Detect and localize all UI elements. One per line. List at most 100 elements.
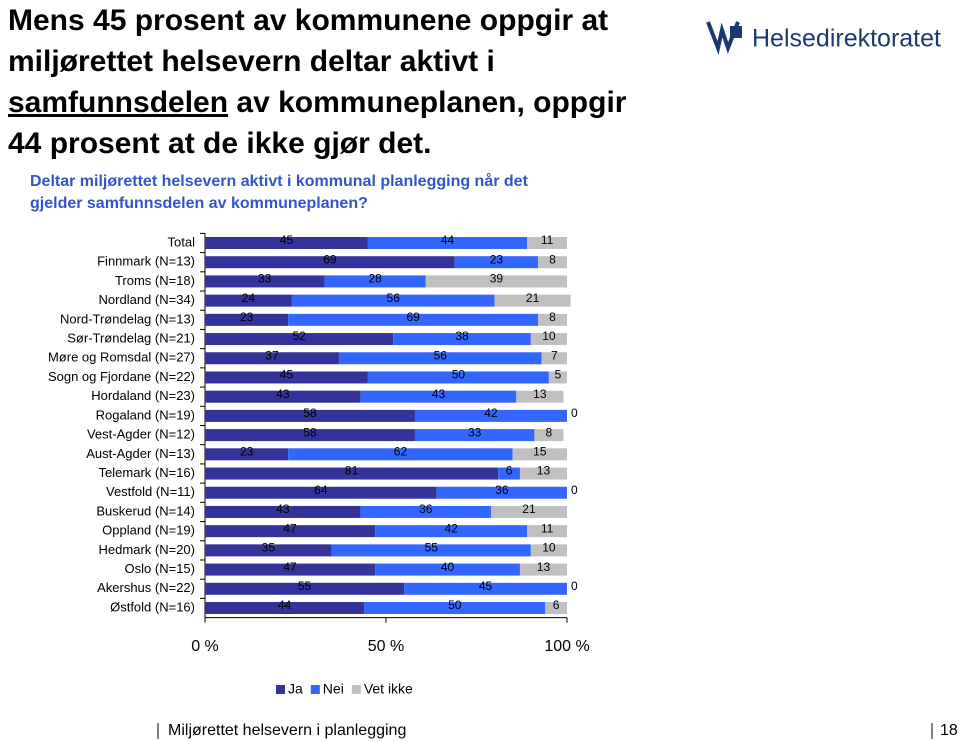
data-label: 23	[490, 252, 504, 266]
data-label: 58	[303, 425, 317, 439]
y-tick-label: Sør-Trøndelag (N=21)	[67, 330, 195, 345]
data-label: 13	[533, 387, 547, 401]
data-label: 13	[537, 464, 551, 478]
data-label: 47	[283, 521, 297, 535]
bar-segment	[393, 333, 531, 346]
data-label: 45	[280, 368, 294, 382]
bar-segment	[404, 582, 567, 595]
logo-text: Helsedirektoratet	[752, 25, 941, 53]
data-label: 62	[394, 444, 408, 458]
bar-segment	[375, 563, 520, 576]
title-line: 44 prosent at de ikke gjør det.	[8, 127, 432, 160]
data-label: 64	[314, 483, 328, 497]
y-tick-label: Hordaland (N=23)	[91, 388, 195, 403]
bar-segment	[367, 371, 549, 384]
bar-segment	[548, 371, 567, 384]
y-tick-label: Buskerud (N=14)	[96, 503, 195, 518]
data-label: 58	[303, 406, 317, 420]
data-label: 13	[537, 560, 551, 574]
bar-segment	[436, 486, 567, 499]
bar-segment	[338, 352, 542, 365]
bar-segment	[205, 448, 289, 461]
y-tick-label: Hedmark (N=20)	[99, 542, 195, 557]
data-label: 6	[553, 598, 560, 612]
data-label: 42	[484, 406, 498, 420]
data-label: 37	[265, 348, 279, 362]
bar-segment	[527, 525, 567, 538]
data-label: 69	[323, 252, 337, 266]
bar-segment	[512, 448, 567, 461]
bar-segment	[205, 352, 339, 365]
y-tick-label: Sogn og Fjordane (N=22)	[48, 369, 195, 384]
legend-label: Nei	[323, 681, 344, 697]
data-label: 23	[240, 310, 254, 324]
data-label: 52	[292, 329, 306, 343]
y-tick-label: Aust-Agder (N=13)	[86, 446, 195, 461]
bar-segment	[331, 544, 531, 557]
data-label: 43	[432, 387, 446, 401]
bar-segment	[530, 544, 567, 557]
bar-segment	[205, 237, 368, 249]
y-tick-label: Telemark (N=16)	[99, 465, 195, 480]
y-tick-label: Rogaland (N=19)	[96, 407, 195, 422]
data-label: 50	[452, 368, 466, 382]
bar-segment	[205, 602, 365, 614]
data-label: 0	[571, 579, 578, 593]
bar-segment	[414, 409, 567, 422]
logo-icon	[706, 21, 742, 55]
data-label: 24	[242, 291, 256, 305]
page-number: 18	[940, 722, 958, 739]
x-tick-label: 0 %	[191, 638, 219, 655]
data-label: 43	[276, 387, 290, 401]
footer-text: Miljørettet helsevern i planlegging	[168, 722, 406, 739]
legend-swatch	[310, 685, 320, 694]
title-line: miljørettet helsevern deltar aktivt i	[8, 45, 495, 78]
chart-subtitle: Deltar miljørettet helsevern aktivt i ko…	[30, 173, 528, 212]
y-tick-label: Oslo (N=15)	[125, 561, 195, 576]
data-label: 0	[571, 406, 578, 420]
bar-segment	[490, 505, 567, 518]
data-label: 23	[240, 444, 254, 458]
data-label: 11	[541, 233, 554, 247]
bar-segment	[516, 390, 564, 403]
bar-segment	[324, 275, 426, 288]
bar-segment	[425, 275, 567, 288]
data-label: 33	[468, 425, 482, 439]
data-label: 38	[455, 329, 469, 343]
bar-segment	[375, 525, 528, 538]
data-label: 35	[262, 541, 276, 555]
bar-segment	[288, 313, 539, 326]
bar-segment	[205, 563, 376, 576]
data-label: 7	[551, 348, 558, 362]
data-label: 47	[283, 560, 297, 574]
data-label: 8	[549, 252, 556, 266]
bar-segment	[205, 390, 361, 403]
bar-segment	[205, 313, 289, 326]
bar-segment	[291, 294, 495, 307]
data-label: 55	[298, 579, 312, 593]
data-label: 11	[541, 521, 554, 535]
data-label: 10	[542, 329, 556, 343]
bar-segment	[205, 409, 415, 422]
data-label: 8	[549, 310, 556, 324]
bar-segment	[205, 333, 394, 346]
bar-segment	[205, 429, 415, 442]
data-label: 15	[533, 444, 547, 458]
data-label: 8	[546, 425, 553, 439]
title-line: Mens 45 prosent av kommunene oppgir at	[8, 4, 609, 37]
bar-segment	[205, 505, 361, 518]
data-label: 10	[542, 541, 556, 555]
bar-segment	[527, 237, 567, 249]
data-label: 50	[448, 598, 462, 612]
data-label: 44	[278, 598, 292, 612]
bar-segment	[454, 256, 539, 269]
data-label: 56	[434, 348, 448, 362]
data-label: 44	[441, 233, 455, 247]
bar-segment	[205, 582, 405, 595]
data-label: 56	[387, 291, 401, 305]
y-tick-label: Oppland (N=19)	[102, 523, 195, 538]
x-tick-label: 100 %	[544, 638, 589, 655]
data-label: 0	[571, 483, 578, 497]
y-tick-label: Vest-Agder (N=12)	[87, 427, 195, 442]
